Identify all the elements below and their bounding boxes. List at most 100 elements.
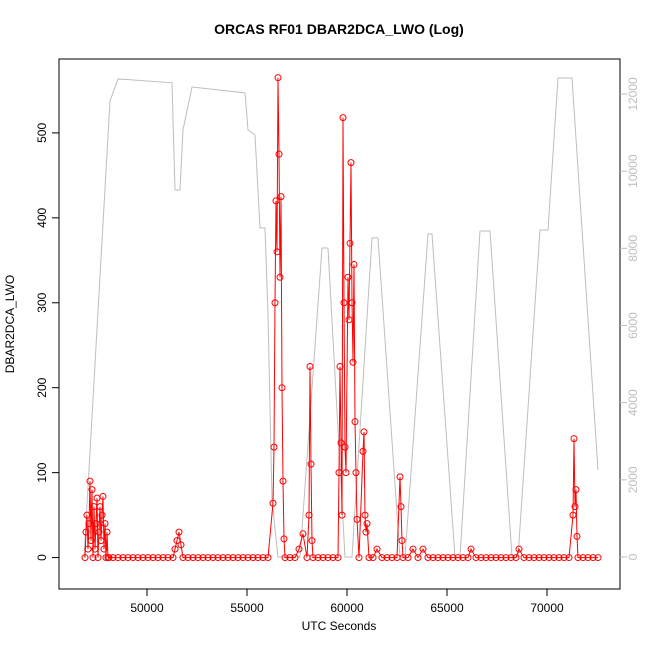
point bbox=[95, 528, 103, 536]
point bbox=[276, 273, 284, 281]
point bbox=[335, 469, 343, 477]
point bbox=[345, 316, 353, 324]
point bbox=[365, 554, 373, 562]
point bbox=[359, 447, 367, 455]
point bbox=[91, 545, 99, 553]
series-line bbox=[83, 77, 599, 558]
point bbox=[348, 299, 356, 307]
point bbox=[361, 511, 369, 519]
point bbox=[100, 545, 108, 553]
point bbox=[173, 537, 181, 545]
point bbox=[319, 554, 327, 562]
point bbox=[278, 384, 286, 392]
point bbox=[346, 239, 354, 247]
point bbox=[229, 554, 237, 562]
point bbox=[342, 469, 350, 477]
point bbox=[85, 520, 93, 528]
point bbox=[378, 554, 386, 562]
point bbox=[234, 554, 242, 562]
y2-tick-label: 4000 bbox=[626, 389, 640, 416]
point bbox=[87, 537, 95, 545]
point bbox=[272, 197, 280, 205]
point bbox=[96, 503, 104, 511]
point bbox=[295, 545, 303, 553]
point bbox=[472, 554, 480, 562]
point bbox=[454, 554, 462, 562]
point bbox=[305, 511, 313, 519]
point bbox=[429, 554, 437, 562]
point bbox=[102, 554, 110, 562]
point bbox=[589, 554, 597, 562]
point bbox=[569, 511, 577, 519]
point bbox=[351, 418, 359, 426]
point bbox=[439, 554, 447, 562]
point bbox=[271, 299, 279, 307]
point bbox=[204, 554, 212, 562]
point bbox=[281, 554, 289, 562]
point bbox=[214, 554, 222, 562]
point bbox=[360, 428, 368, 436]
point bbox=[571, 503, 579, 511]
x-tick-label: 50000 bbox=[130, 601, 164, 615]
point bbox=[164, 554, 172, 562]
point bbox=[219, 554, 227, 562]
point bbox=[280, 535, 288, 543]
point bbox=[482, 554, 490, 562]
point bbox=[309, 554, 317, 562]
point bbox=[464, 554, 472, 562]
point bbox=[398, 537, 406, 545]
point bbox=[291, 554, 299, 562]
point bbox=[81, 554, 89, 562]
point bbox=[369, 554, 377, 562]
point bbox=[224, 554, 232, 562]
point bbox=[239, 554, 247, 562]
point bbox=[336, 362, 344, 370]
point bbox=[264, 554, 272, 562]
point bbox=[459, 554, 467, 562]
point bbox=[340, 299, 348, 307]
point bbox=[92, 520, 100, 528]
point bbox=[308, 537, 316, 545]
point bbox=[338, 511, 346, 519]
point bbox=[363, 520, 371, 528]
point bbox=[344, 273, 352, 281]
y2-tick-label: 2000 bbox=[626, 466, 640, 493]
point bbox=[353, 515, 361, 523]
point bbox=[373, 545, 381, 553]
point bbox=[388, 554, 396, 562]
point bbox=[579, 554, 587, 562]
point bbox=[249, 554, 257, 562]
point bbox=[97, 537, 105, 545]
point bbox=[194, 554, 202, 562]
point bbox=[573, 532, 581, 540]
point bbox=[324, 554, 332, 562]
y2-tick-label: 10000 bbox=[626, 154, 640, 188]
point bbox=[101, 520, 109, 528]
point bbox=[209, 554, 217, 562]
point bbox=[337, 439, 345, 447]
point bbox=[299, 530, 307, 538]
point bbox=[347, 159, 355, 167]
point bbox=[535, 554, 543, 562]
point bbox=[520, 554, 528, 562]
point bbox=[109, 554, 117, 562]
point bbox=[350, 261, 358, 269]
point bbox=[349, 358, 357, 366]
point bbox=[149, 554, 157, 562]
point bbox=[339, 114, 347, 122]
point bbox=[540, 554, 548, 562]
point bbox=[177, 541, 185, 549]
point bbox=[329, 554, 337, 562]
point bbox=[124, 554, 132, 562]
point bbox=[574, 554, 582, 562]
point bbox=[419, 545, 427, 553]
y-tick-label: 200 bbox=[35, 377, 49, 397]
point bbox=[129, 554, 137, 562]
plot-frame bbox=[58, 58, 621, 590]
point bbox=[259, 554, 267, 562]
y-tick-label: 100 bbox=[35, 462, 49, 482]
series-line bbox=[84, 77, 598, 559]
y2-tick-label: 12000 bbox=[626, 77, 640, 111]
point bbox=[134, 554, 142, 562]
